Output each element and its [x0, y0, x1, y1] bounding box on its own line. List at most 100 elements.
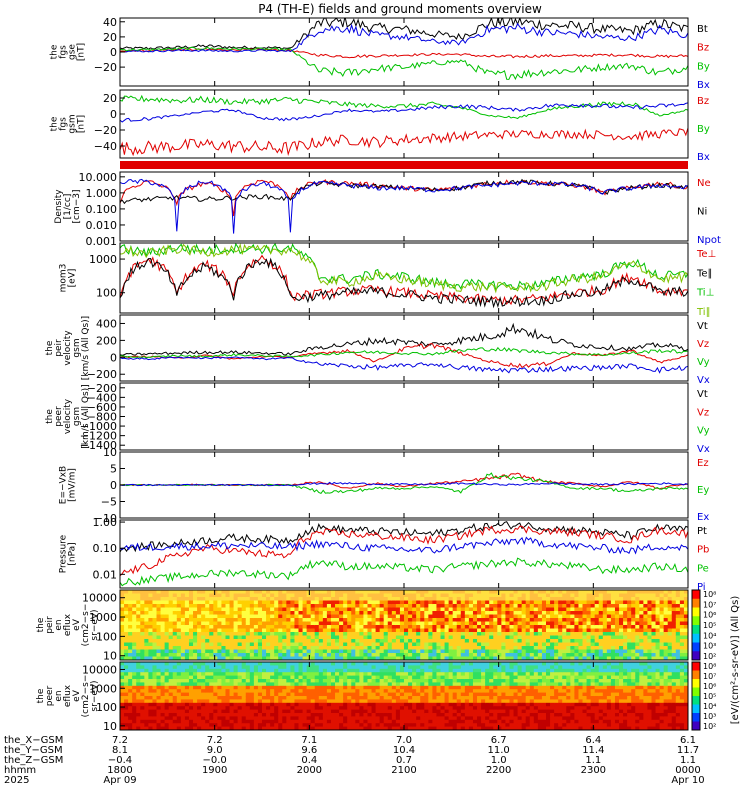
- heat-cell: [472, 604, 478, 608]
- heat-cell: [205, 642, 210, 647]
- heat-cell: [355, 706, 360, 711]
- heat-cell: [481, 692, 486, 697]
- heat-cell: [144, 618, 149, 622]
- heat-cell: [335, 590, 340, 594]
- heat-cell: [631, 653, 636, 657]
- series-Te∥: [120, 257, 688, 309]
- heat-cell: [164, 668, 170, 673]
- heat-cell: [270, 672, 275, 677]
- heat-cell: [249, 600, 255, 605]
- heat-cell: [310, 604, 316, 608]
- legend-Te⊥: Te⊥: [696, 249, 716, 260]
- heat-cell: [160, 614, 166, 619]
- heat-cell: [237, 679, 243, 683]
- heat-cell: [156, 675, 162, 680]
- heat-cell: [359, 656, 364, 660]
- heat-cell: [213, 668, 218, 673]
- heat-cell: [371, 706, 377, 711]
- heat-cell: [229, 726, 235, 730]
- ytick-label: 400: [96, 317, 117, 330]
- heat-cell: [229, 675, 235, 680]
- heat-cell: [606, 649, 612, 654]
- heat-cell: [266, 699, 271, 704]
- heat-cell: [172, 709, 178, 714]
- heat-cell: [383, 716, 389, 721]
- heat-cell: [456, 716, 462, 721]
- heat-cell: [513, 656, 519, 660]
- heat-cell: [416, 696, 421, 700]
- heat-cell: [270, 726, 275, 730]
- heat-cell: [619, 625, 624, 629]
- heat-cell: [651, 593, 657, 598]
- heat-cell: [172, 635, 178, 640]
- heat-cell: [233, 709, 239, 714]
- heat-cell: [241, 682, 247, 687]
- heat-cell: [221, 682, 226, 687]
- heat-cell: [395, 607, 401, 612]
- heat-cell: [408, 665, 413, 670]
- heat-cell: [610, 607, 616, 612]
- heat-cell: [310, 628, 316, 633]
- heat-cell: [651, 632, 657, 636]
- heat-cell: [229, 662, 235, 666]
- heat-cell: [399, 685, 405, 690]
- heat-cell: [452, 593, 458, 598]
- heat-cell: [120, 675, 125, 680]
- heat-cell: [152, 614, 158, 619]
- heat-cell: [245, 706, 251, 711]
- heat-cell: [363, 646, 368, 650]
- heat-cell: [322, 679, 328, 683]
- heat-cell: [586, 604, 592, 608]
- heat-cell: [432, 593, 437, 598]
- heat-cell: [432, 665, 437, 670]
- heat-cell: [339, 646, 344, 650]
- heat-cell: [424, 646, 429, 650]
- heat-cell: [493, 675, 498, 680]
- heat-cell: [631, 611, 636, 615]
- heat-cell: [213, 597, 218, 601]
- heat-cell: [444, 649, 450, 654]
- heat-cell: [627, 607, 632, 612]
- heat-cell: [456, 668, 462, 673]
- heat-cell: [274, 679, 279, 683]
- heat-cell: [144, 621, 149, 626]
- heat-cell: [286, 675, 291, 680]
- heat-cell: [302, 679, 308, 683]
- heat-cell: [359, 618, 364, 622]
- heat-cell: [286, 689, 291, 694]
- heat-cell: [379, 662, 385, 666]
- heat-cell: [314, 614, 320, 619]
- heat-cell: [582, 614, 588, 619]
- heat-cell: [197, 682, 202, 687]
- heat-cell: [497, 632, 502, 636]
- heat-cell: [671, 600, 677, 605]
- heat-cell: [619, 600, 624, 605]
- heat-cell: [124, 668, 129, 673]
- heat-cell: [322, 653, 328, 657]
- heat-cell: [282, 702, 287, 707]
- heat-cell: [286, 692, 291, 697]
- heat-cell: [347, 709, 352, 714]
- heat-cell: [257, 675, 263, 680]
- heat-cell: [635, 621, 640, 626]
- heat-cell: [351, 632, 356, 636]
- heat-cell: [274, 611, 279, 615]
- heat-cell: [399, 709, 405, 714]
- heat-cell: [375, 656, 381, 660]
- heat-cell: [533, 625, 539, 629]
- heat-cell: [363, 639, 368, 643]
- heat-cell: [343, 604, 348, 608]
- heat-cell: [558, 628, 563, 633]
- heat-cell: [436, 628, 442, 633]
- heat-cell: [156, 713, 162, 717]
- heat-cell: [148, 607, 153, 612]
- heat-cell: [168, 692, 174, 697]
- heat-cell: [379, 685, 385, 690]
- heat-cell: [590, 649, 596, 654]
- heat-cell: [448, 604, 454, 608]
- heat-cell: [517, 614, 523, 619]
- heat-cell: [205, 723, 210, 728]
- heat-cell: [399, 621, 405, 626]
- series-group-7: [120, 472, 688, 495]
- heat-cell: [314, 621, 320, 626]
